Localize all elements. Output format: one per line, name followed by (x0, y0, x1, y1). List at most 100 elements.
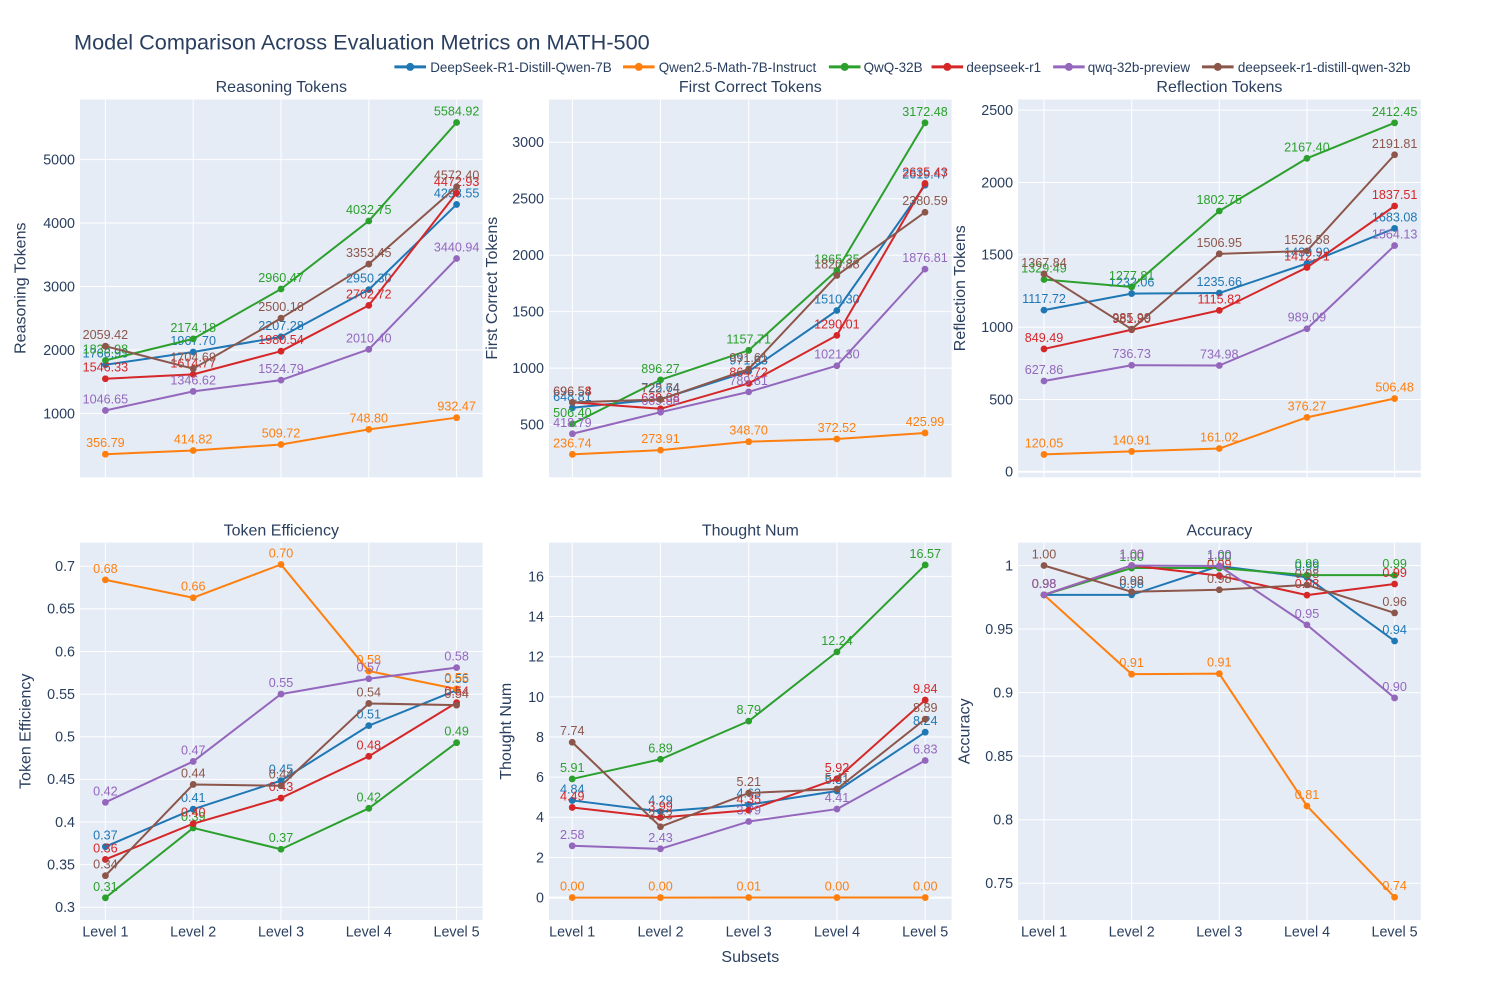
svg-text:500: 500 (520, 417, 544, 433)
svg-text:qwq-32b-preview: qwq-32b-preview (1088, 60, 1191, 75)
svg-text:QwQ-32B: QwQ-32B (864, 60, 923, 75)
svg-text:3000: 3000 (512, 135, 544, 151)
svg-text:7.74: 7.74 (560, 724, 585, 738)
svg-text:0.85: 0.85 (985, 749, 1013, 765)
svg-text:0: 0 (536, 891, 544, 907)
svg-text:0.51: 0.51 (357, 708, 382, 722)
svg-text:Level 3: Level 3 (1196, 925, 1242, 941)
svg-text:236.74: 236.74 (553, 436, 592, 450)
svg-text:Accuracy: Accuracy (1187, 522, 1253, 539)
svg-text:734.98: 734.98 (1200, 347, 1239, 361)
svg-text:1046.65: 1046.65 (83, 392, 129, 406)
svg-text:1329.49: 1329.49 (1021, 261, 1067, 275)
svg-text:4000: 4000 (43, 216, 75, 232)
svg-text:0.31: 0.31 (93, 880, 118, 894)
svg-text:Level 2: Level 2 (170, 925, 216, 941)
svg-text:1837.51: 1837.51 (1372, 188, 1418, 202)
svg-text:0.00: 0.00 (913, 880, 938, 894)
svg-text:0.00: 0.00 (560, 880, 585, 894)
svg-text:Accuracy: Accuracy (957, 698, 974, 764)
svg-text:1.00: 1.00 (1119, 548, 1144, 562)
svg-text:3353.45: 3353.45 (346, 246, 392, 260)
svg-text:0.5: 0.5 (55, 730, 75, 746)
svg-text:1235.66: 1235.66 (1197, 275, 1243, 289)
svg-text:9.84: 9.84 (913, 682, 938, 696)
svg-text:0.65: 0.65 (47, 602, 75, 618)
svg-text:Level 3: Level 3 (258, 925, 304, 941)
svg-text:0.98: 0.98 (1032, 577, 1057, 591)
svg-text:3.99: 3.99 (648, 800, 673, 814)
svg-text:deepseek-r1-distill-qwen-32b: deepseek-r1-distill-qwen-32b (1238, 60, 1411, 75)
svg-text:0.40: 0.40 (181, 806, 206, 820)
svg-text:0.99: 0.99 (1382, 566, 1407, 580)
svg-text:0.98: 0.98 (1207, 572, 1232, 586)
svg-text:1865.35: 1865.35 (814, 252, 860, 266)
svg-text:1614.77: 1614.77 (170, 356, 216, 370)
svg-text:12.24: 12.24 (821, 634, 853, 648)
svg-text:4032.75: 4032.75 (346, 203, 392, 217)
svg-text:Level 1: Level 1 (82, 925, 128, 941)
svg-text:0.94: 0.94 (1382, 623, 1407, 637)
svg-text:0.49: 0.49 (444, 725, 469, 739)
svg-text:789.81: 789.81 (729, 374, 768, 388)
svg-text:8.79: 8.79 (736, 703, 761, 717)
svg-text:1367.84: 1367.84 (1021, 256, 1067, 270)
svg-text:Level 2: Level 2 (1109, 925, 1155, 941)
svg-text:Level 4: Level 4 (1284, 925, 1330, 941)
svg-text:2619.47: 2619.47 (902, 167, 948, 181)
svg-text:0.45: 0.45 (269, 763, 294, 777)
svg-text:1115.82: 1115.82 (1197, 292, 1241, 306)
svg-text:0.45: 0.45 (47, 772, 75, 788)
svg-text:0.91: 0.91 (1119, 656, 1144, 670)
svg-text:0.54: 0.54 (357, 685, 382, 699)
svg-text:0.7: 0.7 (55, 559, 75, 575)
svg-text:2191.81: 2191.81 (1372, 137, 1418, 151)
svg-text:509.72: 509.72 (262, 427, 301, 441)
svg-text:Level 5: Level 5 (1372, 925, 1418, 941)
svg-text:0.55: 0.55 (47, 687, 75, 703)
svg-text:849.49: 849.49 (1025, 331, 1064, 345)
svg-text:1.00: 1.00 (1207, 548, 1232, 562)
svg-text:2000: 2000 (981, 175, 1013, 191)
svg-text:1.00: 1.00 (1119, 550, 1144, 564)
svg-text:0.68: 0.68 (93, 562, 118, 576)
svg-text:2: 2 (536, 850, 544, 866)
svg-text:0.74: 0.74 (1382, 879, 1407, 893)
svg-text:2207.28: 2207.28 (258, 319, 304, 333)
svg-text:1564.13: 1564.13 (1372, 228, 1418, 242)
svg-text:648.81: 648.81 (553, 390, 592, 404)
svg-text:418.79: 418.79 (553, 416, 592, 430)
svg-text:Qwen2.5-Math-7B-Instruct: Qwen2.5-Math-7B-Instruct (659, 60, 817, 75)
svg-text:16.57: 16.57 (909, 547, 941, 561)
svg-text:1000: 1000 (512, 361, 544, 377)
svg-text:1000: 1000 (981, 320, 1013, 336)
svg-text:2000: 2000 (43, 343, 75, 359)
svg-text:0.98: 0.98 (1295, 567, 1320, 581)
svg-text:372.52: 372.52 (818, 421, 857, 435)
svg-text:376.27: 376.27 (1288, 399, 1327, 413)
svg-text:985.99: 985.99 (1112, 311, 1151, 325)
svg-text:722.74: 722.74 (641, 381, 680, 395)
svg-text:1500: 1500 (981, 248, 1013, 264)
svg-text:0.98: 0.98 (1119, 577, 1144, 591)
svg-text:1.00: 1.00 (1119, 548, 1144, 562)
svg-text:First Correct Tokens: First Correct Tokens (484, 217, 501, 360)
svg-text:Thought Num: Thought Num (702, 522, 799, 539)
svg-text:0.9: 0.9 (993, 686, 1013, 702)
svg-text:0.98: 0.98 (1032, 577, 1057, 591)
svg-text:896.27: 896.27 (641, 362, 680, 376)
svg-text:DeepSeek-R1-Distill-Qwen-7B: DeepSeek-R1-Distill-Qwen-7B (430, 60, 612, 75)
svg-text:0.98: 0.98 (1032, 577, 1057, 591)
svg-text:2635.43: 2635.43 (902, 165, 948, 179)
svg-text:2412.45: 2412.45 (1372, 105, 1418, 119)
svg-text:3172.48: 3172.48 (902, 105, 948, 119)
svg-text:1876.81: 1876.81 (902, 251, 948, 265)
svg-text:1021.30: 1021.30 (814, 348, 860, 362)
svg-text:0.01: 0.01 (736, 879, 761, 893)
svg-text:4.29: 4.29 (648, 793, 673, 807)
svg-text:0.37: 0.37 (93, 829, 118, 843)
svg-text:1500: 1500 (512, 305, 544, 321)
svg-text:0.57: 0.57 (357, 661, 382, 675)
svg-text:120.05: 120.05 (1025, 436, 1064, 450)
svg-text:0.55: 0.55 (269, 676, 294, 690)
